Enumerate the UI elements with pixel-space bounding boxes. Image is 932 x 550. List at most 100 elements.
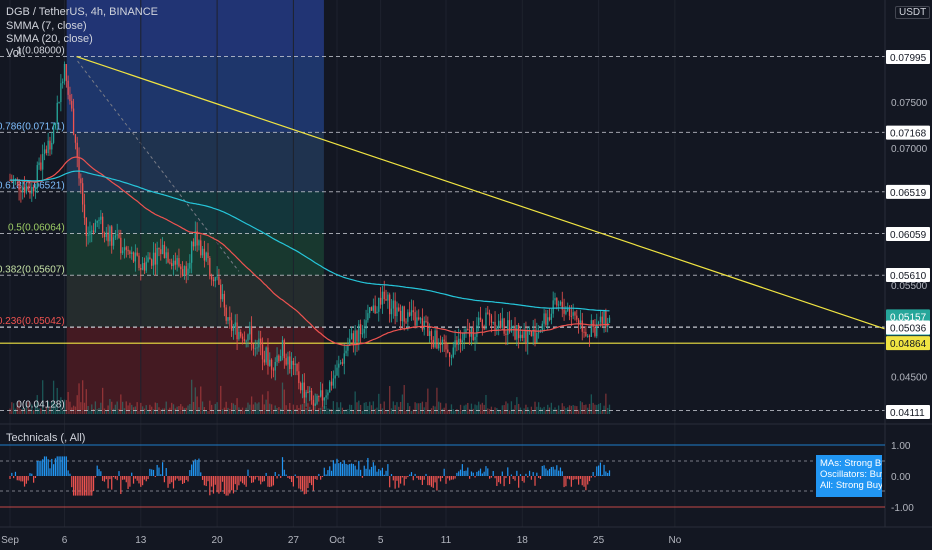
- candle-body: [200, 240, 202, 256]
- tech-bar: [508, 476, 511, 485]
- tech-bar: [71, 476, 73, 488]
- candle-body: [463, 332, 465, 341]
- volume-bar: [111, 401, 113, 414]
- smma7-legend[interactable]: SMMA (7, close): [6, 19, 87, 32]
- smma-line: [10, 170, 610, 312]
- volume-bar: [127, 405, 129, 414]
- volume-bar: [236, 398, 238, 414]
- volume-bar: [234, 405, 236, 414]
- candle-body: [290, 360, 293, 370]
- volume-bar: [82, 380, 84, 414]
- volume-bar: [121, 401, 124, 414]
- tech-bar: [534, 476, 536, 486]
- tech-bar: [289, 476, 291, 479]
- volume-bar: [285, 405, 287, 414]
- volume-bar: [65, 400, 67, 414]
- volume-bar: [372, 401, 374, 414]
- candle-body: [343, 353, 345, 364]
- tech-bar: [474, 476, 476, 478]
- volume-bar: [536, 406, 538, 414]
- candle-body: [321, 390, 324, 401]
- tech-bar: [527, 476, 529, 478]
- candle-body: [325, 395, 327, 398]
- tech-bar: [305, 476, 307, 494]
- tech-bar: [96, 465, 98, 476]
- tech-bar: [380, 470, 382, 476]
- candle-body: [69, 94, 71, 101]
- tech-bar: [587, 476, 589, 485]
- tech-bar: [414, 473, 416, 476]
- tech-bar: [365, 468, 367, 476]
- candle-body: [105, 232, 107, 238]
- tech-bar: [72, 476, 75, 496]
- tech-bar: [585, 476, 587, 491]
- volume-bar: [183, 408, 186, 414]
- volume-bar: [138, 410, 140, 414]
- tech-bar: [80, 476, 82, 496]
- tech-bar: [374, 465, 376, 476]
- candle-body: [52, 127, 55, 143]
- smma20-legend[interactable]: SMMA (20, close): [6, 33, 93, 45]
- candle-body: [438, 343, 440, 349]
- time-tick-label: Oct: [329, 535, 345, 546]
- tech-bar: [140, 476, 142, 487]
- tech-bar: [310, 476, 313, 486]
- tech-bar: [27, 476, 29, 481]
- technicals-title[interactable]: Technicals (, All): [6, 432, 86, 444]
- candle-body: [559, 301, 562, 305]
- tech-bar: [403, 476, 405, 486]
- volume-bar: [310, 409, 313, 414]
- tech-bar: [292, 476, 294, 487]
- currency-badge[interactable]: USDT: [895, 6, 931, 19]
- candle-body: [439, 343, 442, 345]
- candle-body: [18, 179, 20, 191]
- tech-bar: [558, 470, 560, 476]
- symbol-title[interactable]: DGB / TetherUS, 4h, BINANCE: [6, 6, 159, 18]
- all-rating: All: Strong Buy: [820, 480, 882, 491]
- tech-bar: [394, 476, 396, 489]
- tech-bar: [594, 476, 596, 478]
- volume-bar: [592, 402, 594, 414]
- volume-bar: [151, 406, 153, 414]
- tech-bar: [445, 476, 447, 484]
- candle-body: [234, 322, 236, 328]
- tech-bar: [590, 476, 592, 478]
- volume-bar: [270, 404, 273, 414]
- candle-body: [63, 64, 66, 82]
- volume-bar: [287, 409, 289, 414]
- trendline[interactable]: [76, 55, 886, 330]
- volume-legend[interactable]: Vol: [6, 46, 22, 59]
- volume-bar: [514, 405, 516, 414]
- tech-bar: [570, 476, 572, 487]
- indicator-tick-label: 1.00: [891, 441, 911, 452]
- fib-level-label: 0.236(0.05042): [0, 316, 65, 327]
- candle-body: [181, 269, 184, 276]
- price-label: 0.05036: [890, 323, 927, 334]
- tech-bar: [116, 476, 118, 481]
- tech-bar: [429, 476, 431, 486]
- candle-body: [345, 350, 347, 354]
- candle-body: [508, 320, 511, 332]
- tech-bar: [432, 476, 434, 488]
- candle-body: [441, 339, 444, 345]
- volume-bar: [570, 405, 572, 414]
- candle-body: [410, 310, 413, 316]
- candle-body: [149, 257, 151, 260]
- candle-body: [552, 300, 554, 314]
- candle-body: [85, 217, 87, 236]
- fib-level-label: 0.618(0.06521): [0, 181, 65, 192]
- tech-bar: [42, 459, 44, 476]
- time-axis[interactable]: Sep 6 13 20 27 Oct 5 11 18 25 No: [0, 526, 932, 546]
- tech-bar: [191, 464, 193, 476]
- price-axis[interactable]: 0.07500 0.07000 0.05500 0.04500 0.07995 0.071…: [884, 0, 932, 527]
- volume-bar: [72, 405, 75, 414]
- volume-bar: [596, 404, 598, 414]
- volume-bar: [100, 402, 102, 414]
- descending-trendline: [76, 55, 886, 330]
- tech-bar: [29, 473, 31, 476]
- price-label-bg: [886, 184, 930, 199]
- candle-body: [287, 356, 289, 365]
- tech-bar: [530, 476, 532, 480]
- tech-bar: [427, 476, 429, 486]
